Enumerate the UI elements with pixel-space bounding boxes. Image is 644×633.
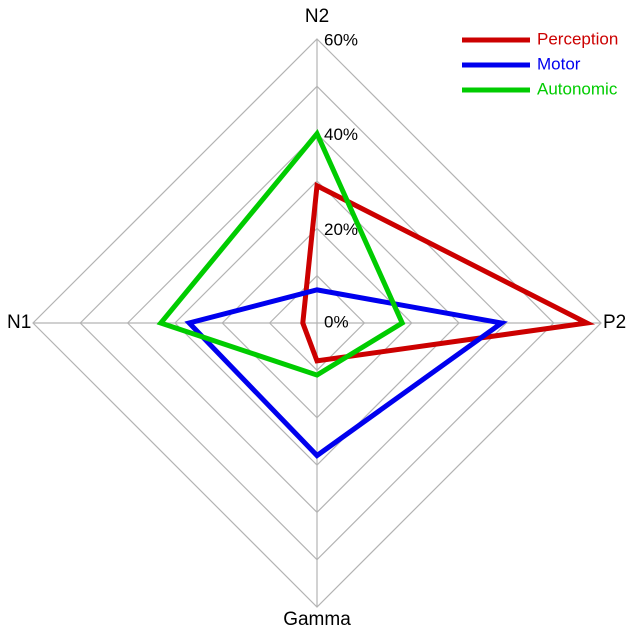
legend-label-autonomic: Autonomic: [537, 79, 618, 98]
legend-label-motor: Motor: [537, 54, 581, 73]
series-motor: [184, 287, 508, 459]
series-autonomic: [156, 128, 406, 378]
axis-label-gamma: Gamma: [283, 609, 351, 630]
radial-tick-labels: 0% 20% 40% 60%: [324, 30, 358, 331]
tick-label-60: 60%: [324, 30, 358, 49]
radar-grid: [32, 38, 602, 608]
axis-label-p2: P2: [603, 312, 626, 333]
axis-label-n1: N1: [7, 312, 31, 333]
legend: Perception Motor Autonomic: [462, 29, 618, 98]
axis-labels: N2 P2 Gamma N1: [7, 6, 626, 630]
tick-label-0: 0%: [324, 312, 349, 331]
legend-label-perception: Perception: [537, 29, 618, 48]
radar-series: [156, 128, 596, 459]
series-perception: [300, 181, 596, 364]
tick-label-20: 20%: [324, 220, 358, 239]
tick-label-40: 40%: [324, 125, 358, 144]
axis-label-n2: N2: [305, 6, 329, 27]
